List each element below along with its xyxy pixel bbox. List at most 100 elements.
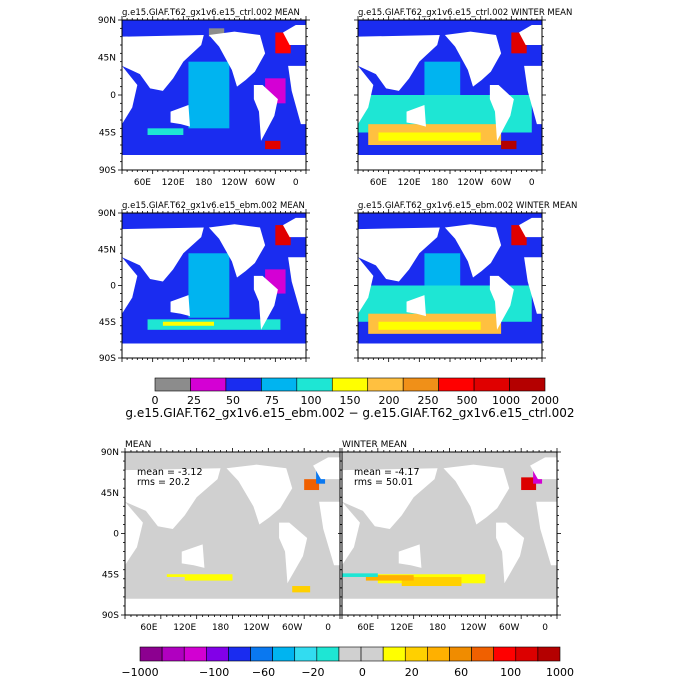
colorbar-swatch: [449, 646, 472, 662]
x-tick-label: 60E: [134, 178, 151, 188]
colorbar-swatch: [367, 377, 404, 392]
colorbar-label: 1000: [492, 394, 520, 407]
colorbar-swatch: [382, 646, 406, 662]
panel-title: g.e15.GIAF.T62_gx1v6.e15_ctrl.002 MEAN: [122, 8, 300, 18]
colorbar-swatch: [537, 646, 561, 662]
land-mass: [319, 501, 340, 566]
land-mass: [519, 217, 542, 238]
colorbar-label: 50: [226, 394, 240, 407]
land-mass: [358, 65, 374, 125]
x-tick-label: 120W: [457, 178, 483, 188]
y-tick-label: 0: [113, 530, 119, 540]
colorbar-swatch: [294, 646, 318, 662]
land-mass: [283, 217, 306, 238]
colorbar-label: −60: [252, 666, 275, 679]
colorbar-label: 20: [405, 666, 419, 679]
colorbar-swatch: [438, 377, 475, 392]
x-tick-label: 180: [429, 623, 446, 633]
y-tick-label: 45S: [99, 129, 116, 139]
colorbar-label: −100: [199, 666, 229, 679]
x-tick-label: 120E: [173, 623, 196, 633]
x-tick-label: 120E: [390, 623, 413, 633]
field-region: [378, 132, 481, 141]
stat-annotation: rms = 50.01: [354, 477, 413, 488]
panel-title: g.e15.GIAF.T62_gx1v6.e15_ebm.002 MEAN: [122, 201, 305, 211]
colorbar-label: 1000: [546, 666, 574, 679]
field-region: [147, 128, 184, 135]
field-region: [134, 90, 163, 129]
land-mass: [524, 257, 542, 314]
panel-title: g.e15.GIAF.T62_gx1v6.e15_ebm.002 WINTER …: [358, 201, 577, 211]
stat-annotation: rms = 20.2: [137, 477, 190, 488]
colorbar-swatch: [296, 377, 333, 392]
y-tick-label: 0: [110, 91, 116, 101]
land-mass: [530, 457, 557, 480]
field-region: [188, 253, 230, 318]
x-tick-label: 0: [325, 623, 331, 633]
land-mass: [406, 295, 426, 317]
colorbar-difference: −1000 −100 −60 −20 0 20 60 100 1000: [121, 646, 574, 679]
colorbar-swatch: [515, 646, 539, 662]
land-mass: [489, 275, 514, 330]
land-mass: [342, 501, 360, 566]
y-tick-label: 90S: [102, 611, 119, 621]
x-tick-label: 180: [431, 178, 448, 188]
land-mass: [519, 25, 542, 45]
land-mass: [122, 35, 204, 91]
y-tick-label: 90S: [99, 166, 116, 176]
x-tick-label: 180: [195, 178, 212, 188]
land-mass: [253, 85, 278, 141]
map-panel-4: g.e15.GIAF.T62_gx1v6.e15_ebm.002 WINTER …: [354, 201, 577, 362]
x-tick-label: 120W: [243, 623, 269, 633]
land-mass: [122, 343, 306, 358]
colorbar-swatch: [471, 646, 494, 662]
land-mass: [122, 65, 138, 125]
x-tick-label: 120W: [460, 623, 486, 633]
land-mass: [489, 85, 514, 141]
x-tick-label: 120E: [398, 178, 421, 188]
field-region: [424, 253, 461, 286]
land-mass: [524, 65, 542, 125]
land-mass: [398, 544, 422, 568]
x-tick-label: 60W: [282, 623, 302, 633]
colorbar-label: 250: [418, 394, 439, 407]
x-tick-label: 120W: [221, 178, 247, 188]
map-panel-6: WINTER MEAN 60E 120E 180 120W 60W 0 mean = -4.1…: [338, 440, 561, 633]
x-tick-label: 60W: [491, 178, 511, 188]
x-tick-label: 60W: [255, 178, 275, 188]
colorbar-swatch: [473, 377, 510, 392]
colorbar-label: 2000: [531, 394, 559, 407]
field-region: [166, 574, 233, 581]
land-mass: [122, 227, 204, 282]
x-tick-label: 0: [542, 623, 548, 633]
y-tick-label: 45N: [98, 245, 116, 255]
y-tick-label: 90N: [101, 448, 119, 458]
colorbar-swatch: [331, 377, 369, 392]
colorbar-swatch: [228, 646, 251, 662]
x-tick-label: 0: [293, 178, 299, 188]
land-mass: [358, 257, 374, 314]
colorbar-label: 25: [187, 394, 201, 407]
colorbar-swatch: [338, 646, 362, 662]
land-mass: [342, 468, 438, 529]
field-region: [162, 321, 214, 326]
colorbar-label: 0: [359, 666, 366, 679]
land-mass: [208, 224, 266, 278]
land-mass: [122, 155, 306, 170]
field-region: [521, 477, 537, 491]
land-mass: [170, 105, 190, 127]
colorbar-swatch: [139, 646, 163, 662]
colorbar-label: 100: [500, 666, 521, 679]
colorbar-swatch: [261, 377, 298, 392]
land-mass: [226, 464, 293, 525]
field-region: [232, 578, 281, 587]
field-region: [292, 586, 311, 593]
colorbar-label: −1000: [121, 666, 158, 679]
colorbar-swatch: [360, 646, 384, 662]
land-mass: [122, 257, 138, 314]
y-tick-label: 90N: [98, 16, 116, 26]
panel-title: g.e15.GIAF.T62_gx1v6.e15_ctrl.002 WINTER…: [358, 8, 572, 18]
y-tick-label: 45S: [102, 570, 119, 580]
land-mass: [536, 501, 557, 566]
